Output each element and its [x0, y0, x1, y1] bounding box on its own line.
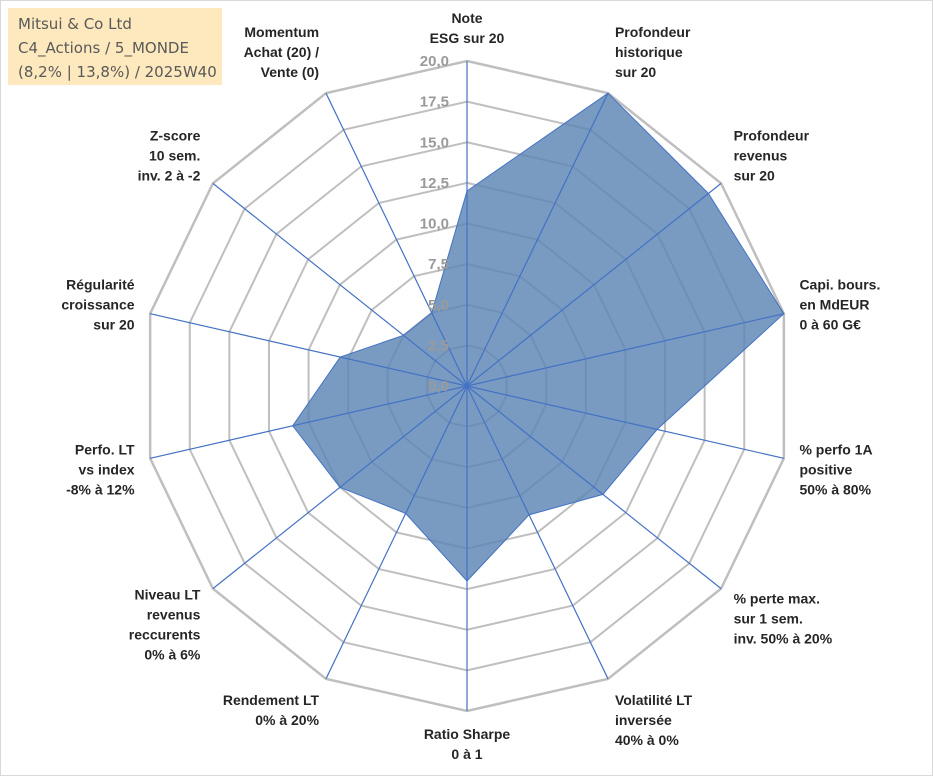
axis-label-line: sur 20 — [615, 64, 656, 80]
axis-label-line: % perfo 1A — [799, 442, 872, 458]
axis-spoke — [466, 385, 722, 590]
axis-spoke — [466, 92, 609, 387]
axis-spoke — [466, 385, 784, 459]
axis-label-line: Note — [451, 10, 482, 26]
tick-label: 20,0 — [420, 53, 449, 70]
axis-label-line: sur 1 sem. — [734, 610, 803, 626]
axis-spoke — [325, 92, 468, 387]
axis-label-line: Régularité — [66, 276, 135, 292]
axis-label-line: 0 à 60 G€ — [799, 316, 861, 332]
axis-label-line: inv. 50% à 20% — [734, 630, 833, 646]
axis-label-line: Rendement LT — [223, 692, 320, 708]
axis-label-line: croissance — [61, 296, 134, 312]
axis-label-line: reccurents — [129, 627, 201, 643]
axis-spoke — [325, 385, 468, 680]
axis-label-line: en MdEUR — [799, 296, 869, 312]
tick-label: 2,5 — [428, 337, 449, 354]
tick-label: 5,0 — [428, 297, 449, 314]
axis-label-line: 50% à 80% — [799, 482, 871, 498]
axis-label-line: Momentum — [244, 24, 319, 40]
axis-spoke — [466, 182, 722, 387]
axis-label-line: Vente (0) — [261, 64, 319, 80]
axis-label-line: Achat (20) / — [244, 44, 320, 60]
axis-label-line: 0% à 20% — [255, 712, 319, 728]
axis-label-line: revenus — [734, 148, 788, 164]
radar-spokes — [150, 61, 784, 711]
axis-label-line: sur 20 — [93, 316, 134, 332]
axis-spoke — [150, 385, 468, 459]
tick-label: 15,0 — [420, 134, 449, 151]
axis-label-line: Perfo. LT — [75, 442, 135, 458]
axis-label-line: 0% à 6% — [144, 647, 201, 663]
axis-label-line: 0 à 1 — [451, 746, 482, 762]
axis-label-line: historique — [615, 44, 683, 60]
axis-label-line: Capi. bours. — [799, 276, 880, 292]
performance-week: (8,2% | 13,8%) / 2025W40 — [18, 63, 217, 81]
axis-label-line: inversée — [615, 712, 672, 728]
axis-spoke — [466, 313, 784, 387]
axis-label-line: Volatilité LT — [615, 692, 693, 708]
company-name: Mitsui & Co Ltd — [18, 15, 132, 33]
axis-label-line: 10 sem. — [149, 148, 200, 164]
axis-label-line: positive — [799, 462, 852, 478]
tick-label: 10,0 — [420, 216, 449, 233]
tick-label: 17,5 — [420, 94, 449, 111]
axis-label-line: ESG sur 20 — [430, 30, 505, 46]
axis-label-line: vs index — [79, 462, 135, 478]
tick-label: 12,5 — [420, 175, 449, 192]
axis-spoke — [212, 385, 468, 590]
axis-label-line: 40% à 0% — [615, 732, 679, 748]
axis-label-line: % perte max. — [734, 590, 820, 606]
axis-label-line: sur 20 — [734, 168, 775, 184]
portfolio-category: C4_Actions / 5_MONDE — [18, 39, 189, 57]
radial-tick-labels: 0,0 2,5 5,0 7,5 10,0 12,5 15,0 17,5 20,0 — [420, 53, 449, 395]
tick-label: 0,0 — [428, 378, 449, 395]
axis-label-line: Profondeur — [734, 128, 810, 144]
axis-label-line: inv. 2 à -2 — [138, 168, 201, 184]
tick-label: 7,5 — [428, 256, 449, 273]
axis-label-line: Niveau LT — [135, 587, 201, 603]
axis-spoke — [212, 182, 468, 387]
axis-spoke — [466, 385, 609, 680]
axis-labels: Note ESG sur 20 Profondeur historique sur 20… — [61, 10, 880, 762]
axis-label-line: Profondeur — [615, 24, 691, 40]
axis-label-line: -8% à 12% — [66, 482, 135, 498]
axis-spoke — [150, 313, 468, 387]
chart-title-box: Mitsui & Co Ltd C4_Actions / 5_MONDE (8,… — [8, 8, 222, 85]
axis-label-line: revenus — [147, 607, 201, 623]
axis-label-line: Ratio Sharpe — [424, 726, 511, 742]
axis-label-line: Z-score — [150, 128, 201, 144]
